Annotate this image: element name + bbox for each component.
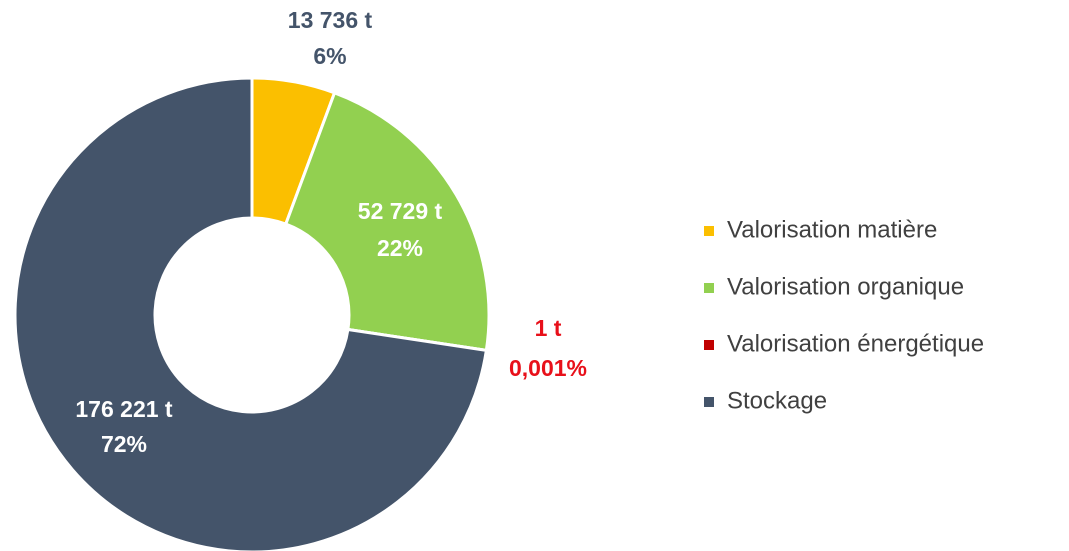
- value-label: 13 736 t: [288, 7, 373, 33]
- slice: [13, 76, 489, 551]
- percent-label: 0,001%: [509, 355, 587, 381]
- percent-label: 6%: [313, 43, 346, 69]
- percent-label: 22%: [377, 235, 423, 261]
- legend-label: Valorisation matière: [727, 216, 937, 243]
- percent-label: 72%: [101, 431, 147, 457]
- legend-swatch: [704, 226, 714, 236]
- slice: [283, 90, 491, 353]
- value-label: 1 t: [535, 315, 562, 341]
- value-label: 176 221 t: [75, 396, 173, 422]
- legend-swatch: [704, 283, 714, 293]
- legend-label: Valorisation énergétique: [727, 330, 984, 357]
- legend-swatch: [704, 397, 714, 407]
- legend-label: Valorisation organique: [727, 273, 964, 300]
- value-label: 52 729 t: [358, 198, 443, 224]
- legend-label: Stockage: [727, 387, 827, 414]
- legend-swatch: [704, 340, 714, 350]
